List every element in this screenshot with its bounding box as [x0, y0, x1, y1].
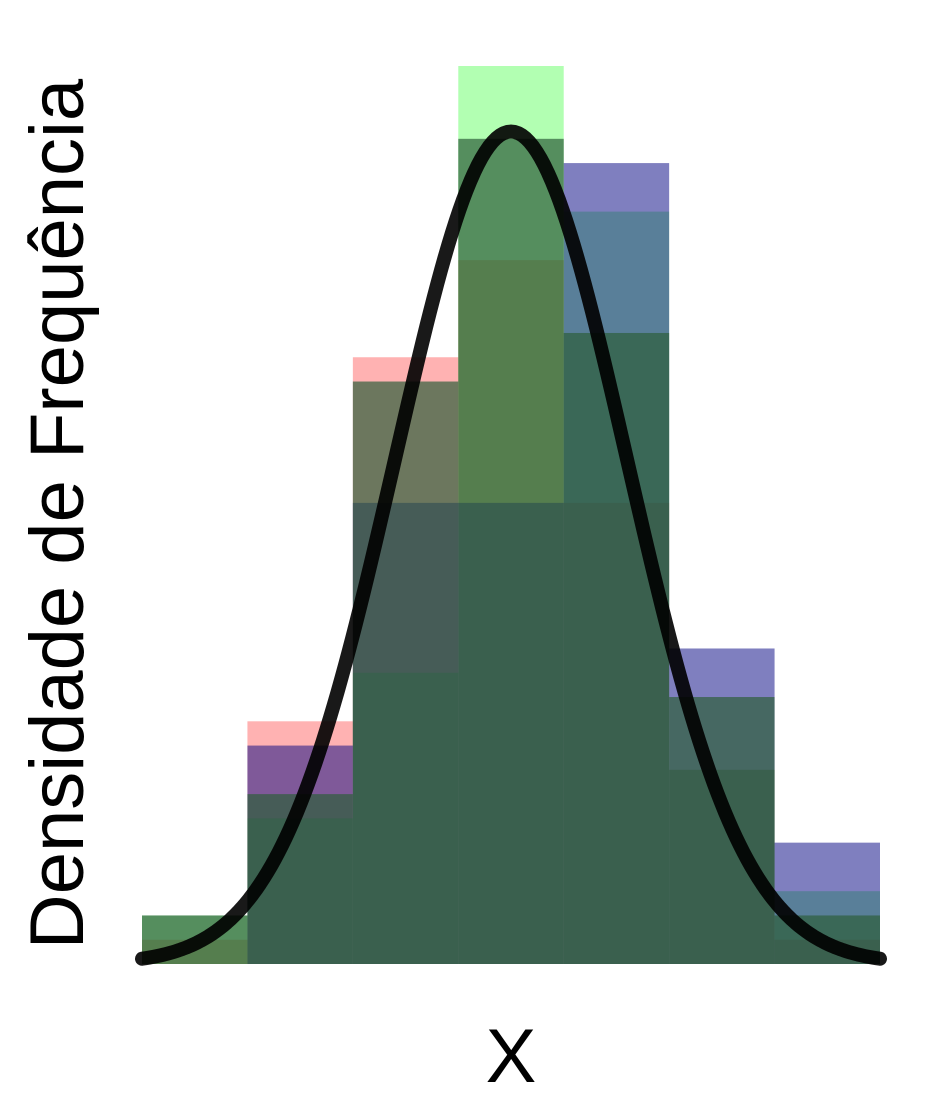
x-axis-label: X: [486, 1014, 537, 1099]
histogram-bar: [458, 138, 564, 965]
histogram-bar: [669, 697, 775, 964]
histogram-bars: [142, 66, 880, 965]
histogram-bar: [352, 381, 459, 964]
y-axis-label: Densidade de Frequência: [15, 78, 100, 949]
normal-density-curve: [135, 124, 887, 966]
